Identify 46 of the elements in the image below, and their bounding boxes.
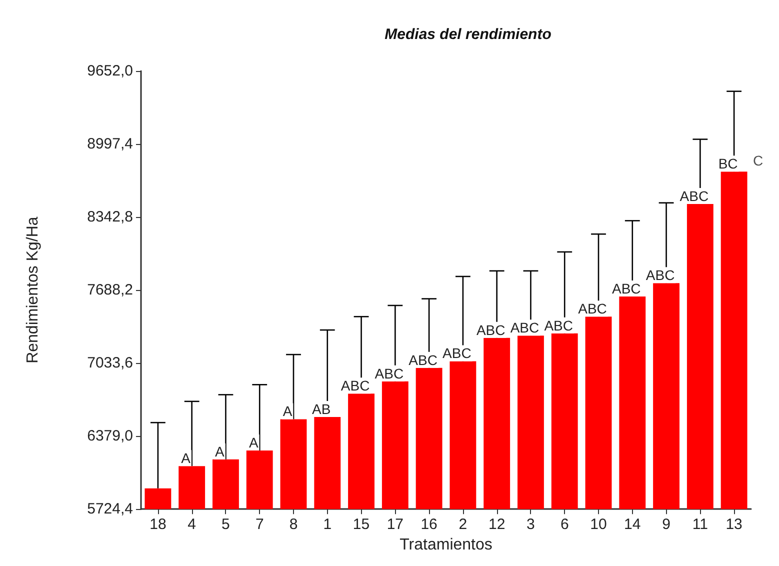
- x-tick-label: 6: [560, 516, 569, 534]
- data-label: A: [282, 403, 293, 420]
- x-tick-label: 10: [590, 516, 607, 534]
- data-label: A: [248, 434, 259, 450]
- data-label: ABC: [374, 365, 404, 382]
- y-tick-label: 6379,0: [87, 428, 133, 445]
- x-tick-label: 8: [289, 516, 298, 534]
- x-tick-label: 9: [662, 516, 670, 534]
- data-label: ABC: [578, 300, 607, 317]
- y-tick-label: 5724,4: [87, 500, 133, 518]
- y-tick-label: 7033,6: [87, 354, 133, 372]
- x-axis-title: Tratamientos: [400, 536, 492, 554]
- x-tick-label: 13: [726, 516, 742, 534]
- y-tick-label: 9652,0: [87, 62, 133, 80]
- x-tick-label: 12: [488, 516, 506, 534]
- x-tick-label: 7: [255, 516, 264, 534]
- x-tick-label: 14: [624, 516, 641, 534]
- annotation: C: [753, 152, 764, 168]
- y-tick-label: 7688,2: [87, 282, 133, 299]
- chart-title: Medias del rendimiento: [384, 26, 552, 43]
- data-label: BC: [718, 156, 738, 172]
- y-axis-title: Rendimientos Kg/Ha: [24, 216, 42, 364]
- x-tick-label: 18: [150, 516, 166, 534]
- data-label: A: [181, 450, 192, 466]
- x-tick-label: 5: [222, 516, 230, 534]
- x-tick-label: 15: [352, 516, 370, 534]
- data-label: ABC: [408, 352, 438, 368]
- data-label: AB: [312, 401, 331, 418]
- x-tick-label: 16: [420, 516, 438, 534]
- x-tick-label: 11: [692, 516, 708, 534]
- data-label: ABC: [544, 317, 574, 334]
- y-tick-label: 8342,8: [87, 208, 133, 226]
- x-tick-label: 2: [458, 516, 468, 534]
- data-label: ABC: [646, 267, 675, 284]
- x-tick-label: 17: [386, 516, 404, 534]
- x-tick-label: 3: [526, 516, 535, 534]
- data-label: ABC: [612, 280, 641, 297]
- x-tick-label: 1: [323, 516, 332, 534]
- data-label: ABC: [680, 188, 709, 204]
- x-tick-label: 4: [188, 516, 196, 534]
- y-tick-label: 8997,4: [87, 136, 133, 153]
- data-label: ABC: [340, 378, 370, 394]
- data-label: ABC: [510, 320, 540, 336]
- data-label: ABC: [476, 322, 506, 338]
- data-label: ABC: [442, 345, 472, 362]
- data-label: A: [215, 443, 226, 460]
